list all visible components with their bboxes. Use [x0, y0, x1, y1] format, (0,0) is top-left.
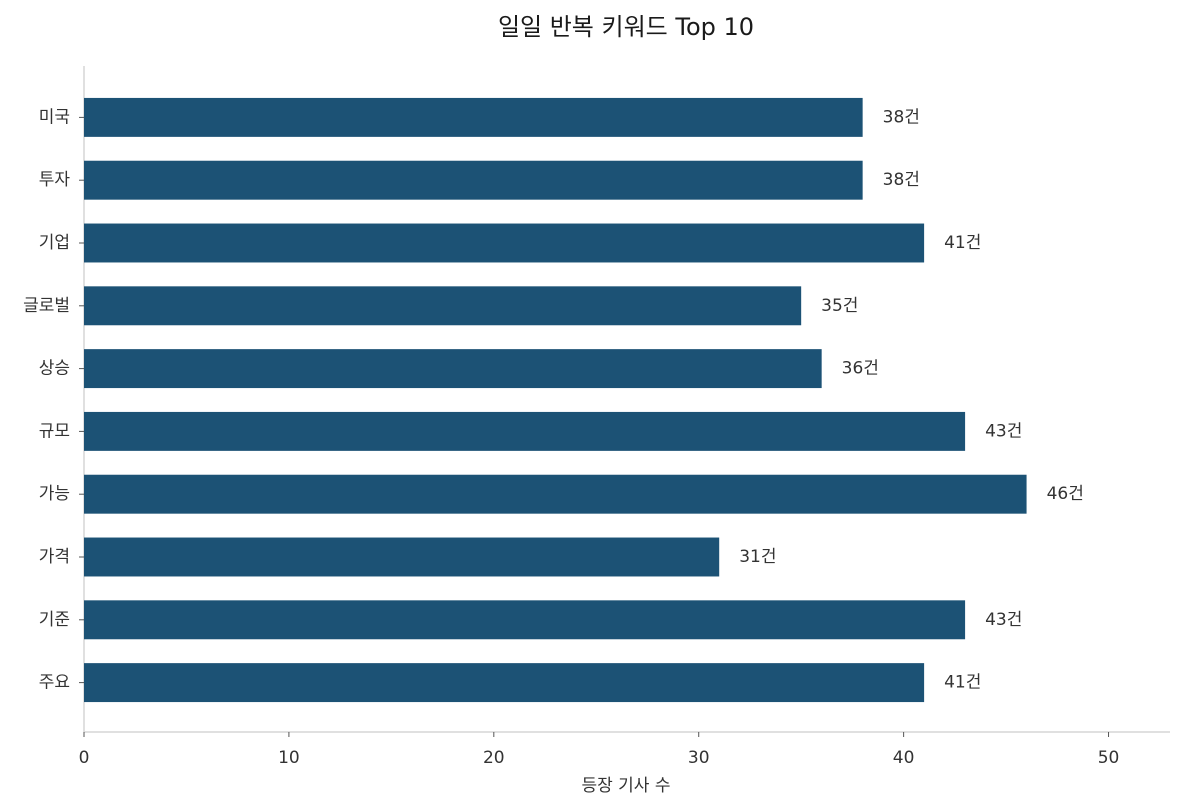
y-tick-label: 가격 — [39, 547, 70, 567]
value-label: 36건 — [842, 359, 879, 379]
bar — [84, 600, 966, 640]
value-label: 43건 — [985, 610, 1022, 630]
y-tick-label: 미국 — [39, 107, 70, 127]
y-tick-label: 기업 — [39, 233, 70, 253]
y-tick-label: 규모 — [39, 421, 70, 441]
x-tick-label: 40 — [893, 748, 915, 768]
y-tick-label: 글로벌 — [23, 296, 70, 316]
y-tick-label: 가능 — [39, 484, 70, 504]
bar — [84, 411, 966, 451]
bar — [84, 349, 822, 389]
x-axis-label: 등장 기사 수 — [581, 776, 670, 796]
value-label: 38건 — [883, 107, 920, 127]
y-tick-label: 상승 — [39, 359, 70, 379]
y-tick-label: 투자 — [39, 170, 71, 190]
x-tick-label: 30 — [688, 748, 710, 768]
value-label: 41건 — [944, 673, 981, 693]
y-tick-label: 주요 — [39, 673, 70, 693]
bar — [84, 474, 1027, 514]
value-label: 31건 — [739, 547, 776, 567]
bar — [84, 286, 802, 326]
x-tick-label: 10 — [278, 748, 300, 768]
value-label: 38건 — [883, 170, 920, 190]
bar — [84, 97, 863, 137]
y-tick-label: 기준 — [39, 610, 70, 630]
value-label: 35건 — [821, 296, 858, 316]
bar — [84, 663, 925, 703]
value-label: 46건 — [1047, 484, 1084, 504]
chart-title: 일일 반복 키워드 Top 10 — [498, 13, 754, 41]
x-tick-label: 0 — [79, 748, 90, 768]
bar — [84, 160, 863, 200]
bar — [84, 223, 925, 263]
value-label: 41건 — [944, 233, 981, 253]
x-tick-label: 50 — [1098, 748, 1120, 768]
bar — [84, 537, 720, 577]
value-label: 43건 — [985, 421, 1022, 441]
x-tick-label: 20 — [483, 748, 505, 768]
